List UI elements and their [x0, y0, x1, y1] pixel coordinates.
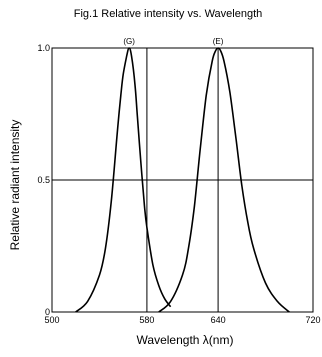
y-tick-label-0: 0 — [45, 307, 50, 317]
y-tick-label-2: 1.0 — [37, 43, 50, 53]
grid-layer — [52, 48, 313, 312]
chart-title: Fig.1 Relative intensity vs. Wavelength — [74, 8, 263, 20]
series-label-1: (E) — [213, 37, 224, 46]
x-axis-label: Wavelength λ(nm) — [137, 333, 234, 347]
series-layer: (G) (E) — [75, 37, 290, 313]
plot-frame — [51, 47, 314, 313]
series-label-0: (G) — [123, 37, 135, 46]
tick-layer: 500 580 640 720 0 0.5 1.0 — [37, 43, 320, 325]
y-axis-label: Relative radiant intensity — [8, 120, 22, 251]
series-line-0 — [75, 47, 172, 313]
x-tick-label-0: 500 — [44, 315, 59, 325]
x-tick-label-2: 640 — [211, 315, 226, 325]
x-tick-label-3: 720 — [305, 315, 320, 325]
y-tick-label-1: 0.5 — [37, 175, 50, 185]
x-tick-label-1: 580 — [139, 315, 154, 325]
